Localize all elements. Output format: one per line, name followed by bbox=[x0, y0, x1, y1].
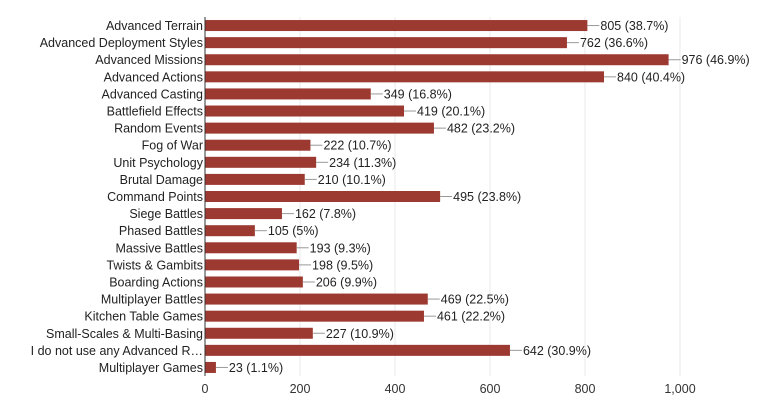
category-label-5: Battlefield Effects bbox=[107, 105, 203, 119]
data-label-17: 461 (22.2%) bbox=[437, 310, 505, 324]
x-tick-label-400: 400 bbox=[385, 382, 406, 396]
data-label-15: 206 (9.9%) bbox=[316, 275, 377, 289]
category-label-2: Advanced Missions bbox=[95, 53, 203, 67]
bar-2[interactable] bbox=[205, 54, 669, 66]
category-label-14: Twists & Gambits bbox=[106, 258, 203, 272]
category-label-11: Siege Battles bbox=[129, 207, 203, 221]
bar-1[interactable] bbox=[205, 37, 567, 49]
data-label-8: 234 (11.3%) bbox=[329, 156, 396, 170]
bar-9[interactable] bbox=[205, 173, 305, 185]
data-label-9: 210 (10.1%) bbox=[318, 173, 386, 187]
data-label-14: 198 (9.5%) bbox=[312, 258, 373, 272]
data-label-11: 162 (7.8%) bbox=[295, 207, 356, 221]
bar-20[interactable] bbox=[205, 361, 216, 373]
category-label-9: Brutal Damage bbox=[120, 173, 203, 187]
category-label-17: Kitchen Table Games bbox=[84, 310, 203, 324]
data-label-12: 105 (5%) bbox=[268, 224, 319, 238]
data-label-10: 495 (23.8%) bbox=[453, 190, 521, 204]
data-label-20: 23 (1.1%) bbox=[229, 361, 283, 375]
category-label-4: Advanced Casting bbox=[102, 87, 204, 101]
category-label-1: Advanced Deployment Styles bbox=[40, 36, 203, 50]
category-label-19: I do not use any Advanced R… bbox=[31, 344, 203, 358]
category-label-12: Phased Battles bbox=[119, 224, 203, 238]
x-tick-label-200: 200 bbox=[290, 382, 311, 396]
category-label-0: Advanced Terrain bbox=[106, 19, 203, 33]
bar-10[interactable] bbox=[205, 191, 441, 202]
category-label-6: Random Events bbox=[114, 122, 203, 136]
data-label-19: 642 (30.9%) bbox=[523, 344, 591, 358]
data-label-5: 419 (20.1%) bbox=[417, 105, 485, 119]
category-label-8: Unit Psychology bbox=[113, 156, 203, 170]
category-label-7: Fog of War bbox=[142, 139, 203, 153]
data-label-13: 193 (9.3%) bbox=[310, 241, 371, 255]
bar-16[interactable] bbox=[205, 293, 428, 305]
data-label-16: 469 (22.5%) bbox=[441, 293, 509, 307]
bar-15[interactable] bbox=[205, 276, 303, 288]
bar-14[interactable] bbox=[205, 259, 300, 271]
bar-5[interactable] bbox=[205, 105, 405, 117]
bar-0[interactable] bbox=[205, 20, 588, 32]
bar-12[interactable] bbox=[205, 225, 255, 237]
data-label-3: 840 (40.4%) bbox=[617, 70, 685, 84]
data-label-0: 805 (38.7%) bbox=[600, 19, 668, 33]
bar-13[interactable] bbox=[205, 242, 297, 254]
category-label-16: Multiplayer Battles bbox=[101, 293, 203, 307]
bar-4[interactable] bbox=[205, 88, 371, 100]
data-label-18: 227 (10.9%) bbox=[326, 327, 394, 341]
bar-6[interactable] bbox=[205, 122, 434, 134]
x-tick-label-600: 600 bbox=[480, 382, 501, 396]
bar-11[interactable] bbox=[205, 208, 282, 220]
data-label-7: 222 (10.7%) bbox=[323, 139, 391, 153]
category-label-10: Command Points bbox=[107, 190, 203, 204]
x-tick-label-800: 800 bbox=[575, 382, 596, 396]
data-label-2: 976 (46.9%) bbox=[682, 53, 750, 67]
x-tick-label-1000: 1,000 bbox=[664, 382, 695, 396]
category-label-18: Small-Scales & Multi-Basing bbox=[46, 327, 203, 341]
category-label-13: Massive Battles bbox=[115, 241, 203, 255]
bar-8[interactable] bbox=[205, 156, 317, 168]
bar-3[interactable] bbox=[205, 71, 604, 83]
category-label-15: Boarding Actions bbox=[109, 275, 203, 289]
bar-17[interactable] bbox=[205, 310, 424, 322]
x-tick-label-0: 0 bbox=[202, 382, 209, 396]
data-label-6: 482 (23.2%) bbox=[447, 122, 515, 136]
category-label-20: Multiplayer Games bbox=[99, 361, 203, 375]
bar-18[interactable] bbox=[205, 327, 313, 339]
bar-19[interactable] bbox=[205, 344, 510, 356]
bar-7[interactable] bbox=[205, 139, 311, 151]
data-label-4: 349 (16.8%) bbox=[384, 87, 452, 101]
category-label-3: Advanced Actions bbox=[104, 70, 203, 84]
data-label-1: 762 (36.6%) bbox=[580, 36, 648, 50]
